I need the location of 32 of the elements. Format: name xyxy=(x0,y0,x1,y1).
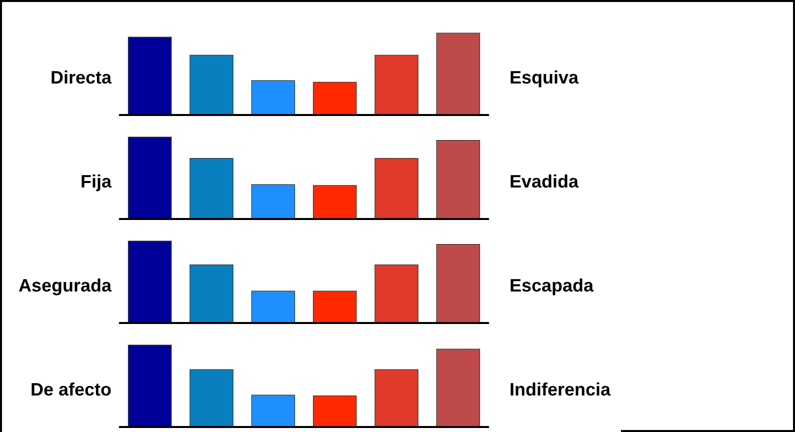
bar xyxy=(374,54,418,116)
bar xyxy=(190,369,234,428)
bar xyxy=(128,136,172,220)
bar xyxy=(251,290,296,324)
bar xyxy=(190,54,234,116)
bar xyxy=(190,264,234,324)
bar xyxy=(312,82,357,116)
y2-axis-title: Evadida xyxy=(510,172,580,192)
bar xyxy=(374,264,418,324)
bar xyxy=(251,184,296,220)
bar xyxy=(312,290,357,324)
bar xyxy=(251,80,296,116)
bar xyxy=(436,140,480,220)
bar xyxy=(312,185,357,220)
y-axis-title: Directa xyxy=(50,68,112,88)
y-axis-title: Fija xyxy=(80,172,112,192)
y2-axis-title: Esquiva xyxy=(510,68,580,88)
bar xyxy=(374,158,418,220)
y2-axis-title: Indiferencia xyxy=(510,380,612,400)
bar xyxy=(190,158,234,220)
bar xyxy=(128,36,172,116)
bar xyxy=(128,240,172,324)
y-axis-title: De afecto xyxy=(30,380,112,400)
y-axis-title: Asegurada xyxy=(18,276,112,296)
bar xyxy=(128,344,172,428)
y2-axis-title: Escapada xyxy=(510,276,595,296)
bar xyxy=(436,32,480,116)
bar xyxy=(312,396,357,428)
bar xyxy=(374,369,418,428)
bar xyxy=(436,244,480,324)
bar xyxy=(436,348,480,428)
bar xyxy=(251,394,296,428)
